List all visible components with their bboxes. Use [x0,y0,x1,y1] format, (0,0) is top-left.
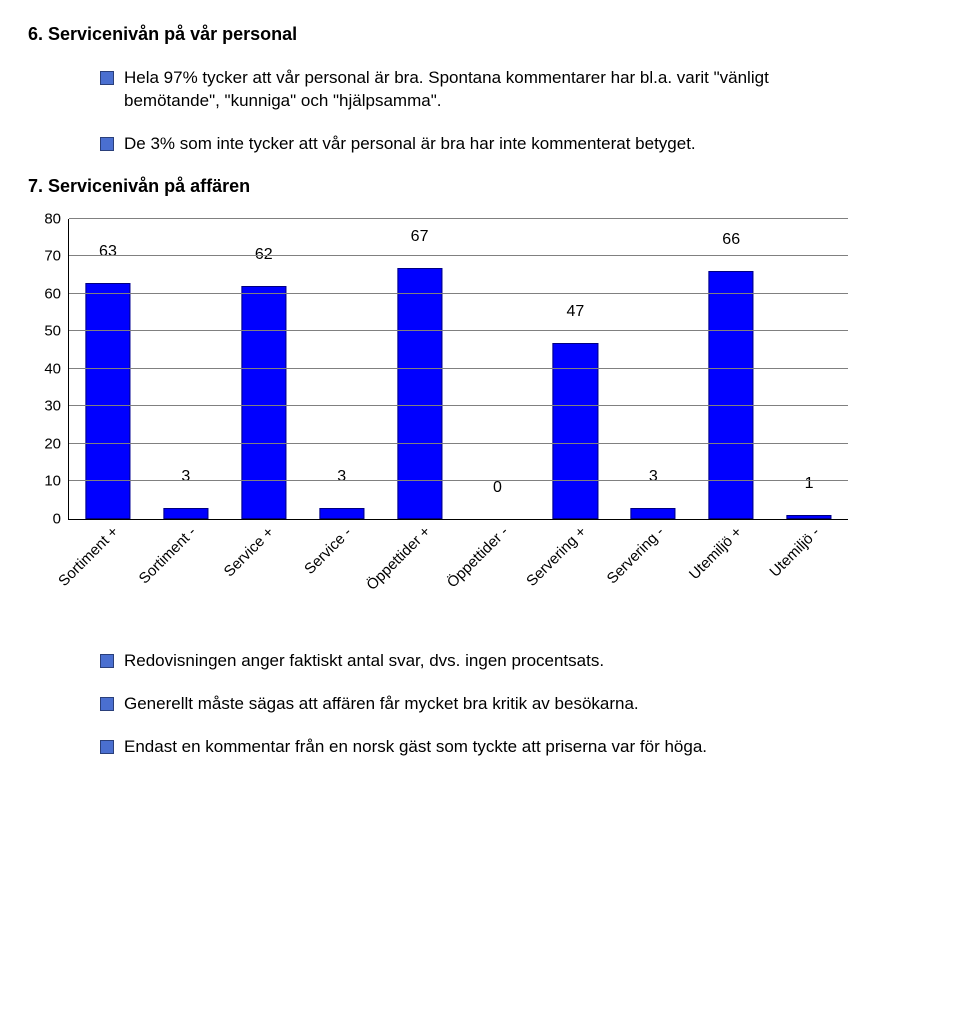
chart-xlabel-col: Servering - [614,526,692,626]
bullet-marker-icon [100,137,114,151]
chart-gridline [69,255,848,256]
bullet-text: Hela 97% tycker att vår personal är bra.… [124,67,852,113]
chart-bar [163,508,208,519]
chart-ytick-label: 30 [44,398,69,415]
bullet-marker-icon [100,654,114,668]
chart-bar-value: 0 [493,479,502,499]
chart-bar [319,508,364,519]
chart-gridline [69,218,848,219]
bullet-item: Endast en kommentar från en norsk gäst s… [100,736,852,759]
bullet-text: Redovisningen anger faktiskt antal svar,… [124,650,852,673]
bullet-marker-icon [100,697,114,711]
bar-chart: 633623670473661 01020304050607080 Sortim… [68,219,848,626]
bullet-marker-icon [100,71,114,85]
chart-gridline [69,405,848,406]
chart-ytick-label: 50 [44,323,69,340]
chart-xlabel: Sortiment - [136,523,200,587]
chart-xlabel: Utemiljö - [766,524,823,581]
chart-bar [787,515,832,519]
section-6-bullets: Hela 97% tycker att vår personal är bra.… [100,67,852,156]
chart-ytick-label: 10 [44,473,69,490]
chart-bars: 63 3 62 3 67 0 47 3 66 1 [69,219,848,519]
chart-xlabel-col: Sortiment + [68,526,146,626]
chart-gridline [69,368,848,369]
chart-gridline [69,293,848,294]
chart-bar [85,283,130,519]
bullet-item: Generellt måste sägas att affären får my… [100,693,852,716]
bullet-item: Hela 97% tycker att vår personal är bra.… [100,67,852,113]
chart-bar [553,343,598,519]
chart-bar-value: 47 [566,303,584,323]
chart-ytick-label: 20 [44,435,69,452]
chart-ytick-label: 70 [44,248,69,265]
chart-bar-value: 66 [722,231,740,251]
section-7-heading: 7. Servicenivån på affären [28,176,932,197]
bullet-text: Endast en kommentar från en norsk gäst s… [124,736,852,759]
chart-ytick-label: 40 [44,360,69,377]
chart-xlabel-col: Utemiljö - [770,526,848,626]
chart-bar-col: 62 [225,219,303,519]
chart-xlabel: Sortiment + [55,523,122,590]
chart-xlabel: Service + [221,524,278,581]
chart-bar-value: 3 [337,468,346,488]
chart-bar-col: 47 [536,219,614,519]
chart-bar-value: 3 [181,468,190,488]
chart-ytick-label: 60 [44,285,69,302]
chart-bar-col: 66 [692,219,770,519]
chart-bar [241,286,286,519]
chart-plot-area: 633623670473661 01020304050607080 [68,219,848,520]
chart-bar-col: 0 [459,219,537,519]
chart-bar-value: 67 [411,228,429,248]
chart-xlabel: Service - [301,524,355,578]
chart-x-labels: Sortiment +Sortiment -Service +Service -… [68,526,848,626]
chart-bar-value: 1 [805,475,814,495]
section-6-heading: 6. Servicenivån på vår personal [28,24,932,45]
chart-gridline [69,443,848,444]
chart-bar [631,508,676,519]
chart-xlabel: Utemiljö + [686,523,745,582]
chart-bar-col: 3 [614,219,692,519]
bullet-item: De 3% som inte tycker att vår personal ä… [100,133,852,156]
chart-xlabel-col: Servering + [536,526,614,626]
bullet-marker-icon [100,740,114,754]
bullet-item: Redovisningen anger faktiskt antal svar,… [100,650,852,673]
chart-ytick-label: 0 [53,510,69,527]
chart-ytick-label: 80 [44,210,69,227]
chart-bar [709,271,754,519]
chart-bar-value: 3 [649,468,658,488]
chart-gridline [69,330,848,331]
chart-bar-col: 1 [770,219,848,519]
chart-xlabel: Servering - [604,523,668,587]
chart-bar-col: 3 [147,219,225,519]
chart-xlabel-col: Sortiment - [146,526,224,626]
bullet-text: De 3% som inte tycker att vår personal ä… [124,133,852,156]
chart-xlabel-col: Utemiljö + [692,526,770,626]
chart-bar-col: 3 [303,219,381,519]
bullet-block-bottom: Redovisningen anger faktiskt antal svar,… [100,650,852,759]
bullet-text: Generellt måste sägas att affären får my… [124,693,852,716]
chart-bar-col: 63 [69,219,147,519]
chart-bar-value: 63 [99,243,117,263]
chart-bar-value: 62 [255,246,273,266]
chart-bar-col: 67 [381,219,459,519]
chart-gridline [69,480,848,481]
chart-xlabel-col: Service + [224,526,302,626]
